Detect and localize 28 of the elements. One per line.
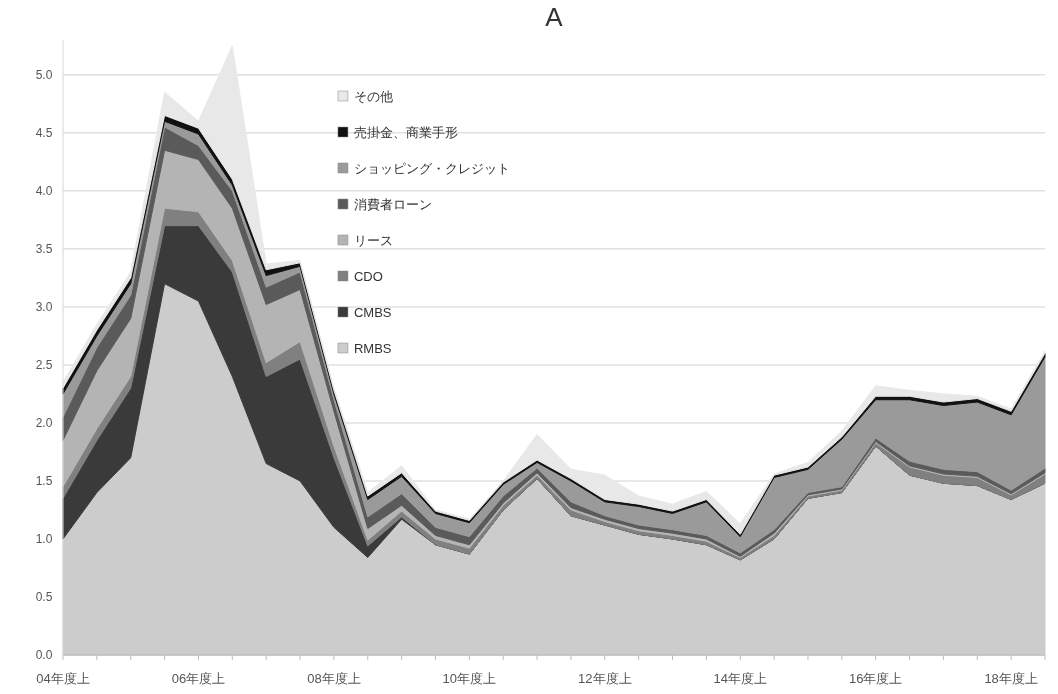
y-tick-label: 2.0 bbox=[35, 415, 53, 430]
legend-label: CMBS bbox=[353, 305, 392, 320]
x-tick-label: 18年度上 bbox=[984, 671, 1038, 686]
chart-title: A bbox=[545, 2, 564, 32]
legend-label: CDO bbox=[353, 269, 383, 284]
legend-label: 消費者ローン bbox=[353, 197, 432, 212]
y-tick-label: 3.5 bbox=[35, 241, 53, 256]
legend-label: リース bbox=[353, 233, 393, 248]
x-tick-label: 10年度上 bbox=[442, 671, 497, 686]
y-tick-label: 0.5 bbox=[35, 589, 53, 604]
y-tick-label: 4.0 bbox=[35, 183, 53, 198]
x-tick-label: 08年度上 bbox=[307, 671, 361, 686]
y-tick-label: 0.0 bbox=[35, 648, 53, 662]
y-tick-label: 3.0 bbox=[35, 299, 53, 314]
y-tick-label: 1.0 bbox=[35, 531, 53, 546]
legend-label: 売掛金、商業手形 bbox=[353, 125, 458, 140]
legend-label: ショッピング・クレジット bbox=[353, 161, 510, 176]
x-tick-label: 12年度上 bbox=[578, 671, 632, 686]
legend-label: RMBS bbox=[353, 341, 392, 356]
x-tick-label: 06年度上 bbox=[171, 671, 226, 686]
x-tick-label: 04年度上 bbox=[36, 671, 90, 686]
y-tick-label: 5.0 bbox=[35, 67, 53, 82]
y-tick-label: 4.5 bbox=[35, 125, 53, 140]
x-tick-label: 16年度上 bbox=[848, 671, 903, 686]
x-tick-label: 14年度上 bbox=[713, 671, 767, 686]
legend-label: その他 bbox=[353, 89, 393, 104]
y-tick-label: 1.5 bbox=[35, 473, 53, 488]
y-tick-label: 2.5 bbox=[35, 357, 53, 372]
